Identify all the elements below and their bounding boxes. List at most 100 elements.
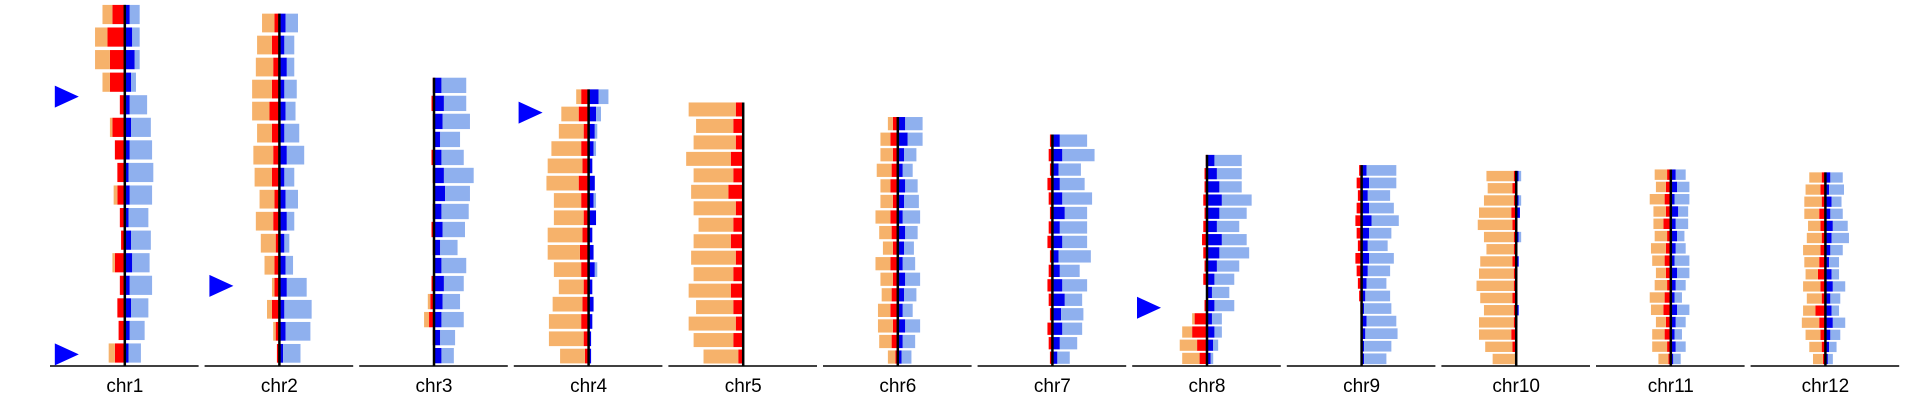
lightblue-bar — [1371, 215, 1399, 226]
blue-bar — [588, 158, 593, 174]
lightblue-bar — [286, 277, 307, 297]
red-bar — [107, 27, 125, 47]
lightblue-bar — [1062, 279, 1088, 292]
blue-bar — [1670, 206, 1679, 217]
lightblue-bar — [1211, 286, 1230, 299]
lightblue-bar — [1062, 148, 1095, 162]
lightblue-bar — [1365, 290, 1391, 302]
red-bar — [117, 298, 125, 318]
blue-bar — [588, 210, 597, 226]
orange-bar — [1182, 326, 1193, 338]
blue-bar — [588, 244, 594, 260]
red-bar — [114, 343, 125, 363]
red-bar — [579, 244, 589, 260]
blue-bar — [1361, 190, 1368, 201]
orange-bar — [1479, 207, 1512, 218]
orange-bar — [254, 167, 272, 187]
lightblue-bar — [1677, 267, 1690, 279]
orange-bar — [267, 299, 272, 319]
red-bar — [109, 72, 125, 92]
red-bar — [581, 193, 589, 208]
blue-bar — [1825, 184, 1830, 195]
red-bar — [1667, 341, 1671, 352]
blue-bar — [1825, 196, 1832, 207]
red-bar — [582, 158, 589, 174]
blue-bar — [1361, 328, 1366, 340]
red-bar — [1512, 341, 1517, 352]
red-bar — [1047, 235, 1053, 249]
orange-bar — [262, 13, 275, 33]
chromosome-label: chr5 — [725, 376, 762, 397]
blue-bar — [897, 257, 903, 271]
orange-bar — [688, 316, 736, 331]
lightblue-bar — [1677, 230, 1685, 242]
chromosome-label: chr1 — [106, 376, 143, 397]
orange-bar — [1650, 243, 1666, 254]
red-bar — [273, 57, 280, 77]
lightblue-bar — [1062, 322, 1083, 335]
red-bar — [119, 275, 125, 295]
blue-bar — [124, 298, 131, 318]
red-bar — [890, 132, 898, 146]
red-bar — [1512, 183, 1517, 194]
red-bar — [578, 106, 589, 122]
lightblue-bar — [129, 185, 153, 205]
orange-bar — [273, 321, 276, 341]
chromosome-label: chr12 — [1802, 376, 1850, 397]
lightblue-bar — [129, 140, 153, 160]
red-bar — [1819, 257, 1826, 268]
red-bar — [114, 140, 125, 160]
red-bar — [1203, 194, 1207, 206]
lightblue-bar — [1219, 247, 1250, 259]
lightblue-bar — [904, 288, 917, 302]
blue-bar — [1670, 292, 1675, 303]
blue-bar — [1825, 257, 1830, 268]
red-bar — [273, 145, 280, 165]
orange-bar — [1803, 244, 1821, 256]
lightblue-bar — [129, 275, 153, 295]
blue-bar — [897, 319, 906, 333]
orange-bar — [1653, 218, 1664, 230]
orange-bar — [1486, 244, 1514, 255]
blue-bar — [588, 193, 594, 208]
blue-bar — [1052, 351, 1058, 364]
lightblue-bar — [1366, 165, 1397, 176]
lightblue-bar — [1216, 168, 1242, 180]
blue-bar — [434, 95, 444, 112]
marker — [1137, 296, 1161, 319]
blue-bar — [1361, 252, 1370, 264]
orange-bar — [553, 193, 582, 208]
red-bar — [109, 50, 125, 70]
orange-bar — [112, 253, 115, 273]
red-bar — [890, 179, 898, 193]
lightblue-bar — [441, 257, 467, 274]
lightblue-bar — [1831, 305, 1840, 316]
orange-bar — [693, 267, 734, 282]
lightblue-bar — [1211, 313, 1222, 325]
lightblue-bar — [1677, 181, 1690, 193]
lightblue-bar — [1369, 252, 1394, 264]
orange-bar — [1655, 181, 1666, 193]
lightblue-bar — [1675, 243, 1686, 254]
orange-bar — [693, 234, 731, 249]
orange-bar — [558, 123, 584, 139]
red-bar — [275, 321, 280, 341]
blue-bar — [124, 50, 135, 70]
red-bar — [269, 101, 280, 121]
blue-bar — [1052, 250, 1059, 263]
lightblue-bar — [1830, 208, 1843, 219]
lightblue-bar — [902, 303, 913, 317]
red-bar — [112, 117, 125, 137]
lightblue-bar — [1214, 154, 1242, 167]
orange-bar — [1652, 329, 1665, 340]
blue-bar — [124, 117, 131, 137]
red-bar — [892, 241, 898, 255]
lightblue-bar — [1369, 227, 1392, 239]
blue-bar — [897, 288, 904, 302]
red-bar — [735, 201, 744, 216]
blue-bar — [124, 27, 133, 47]
orange-bar — [880, 272, 893, 286]
blue-bar — [434, 185, 446, 202]
chromosome-label: chr8 — [1189, 376, 1226, 397]
blue-bar — [1052, 279, 1063, 292]
